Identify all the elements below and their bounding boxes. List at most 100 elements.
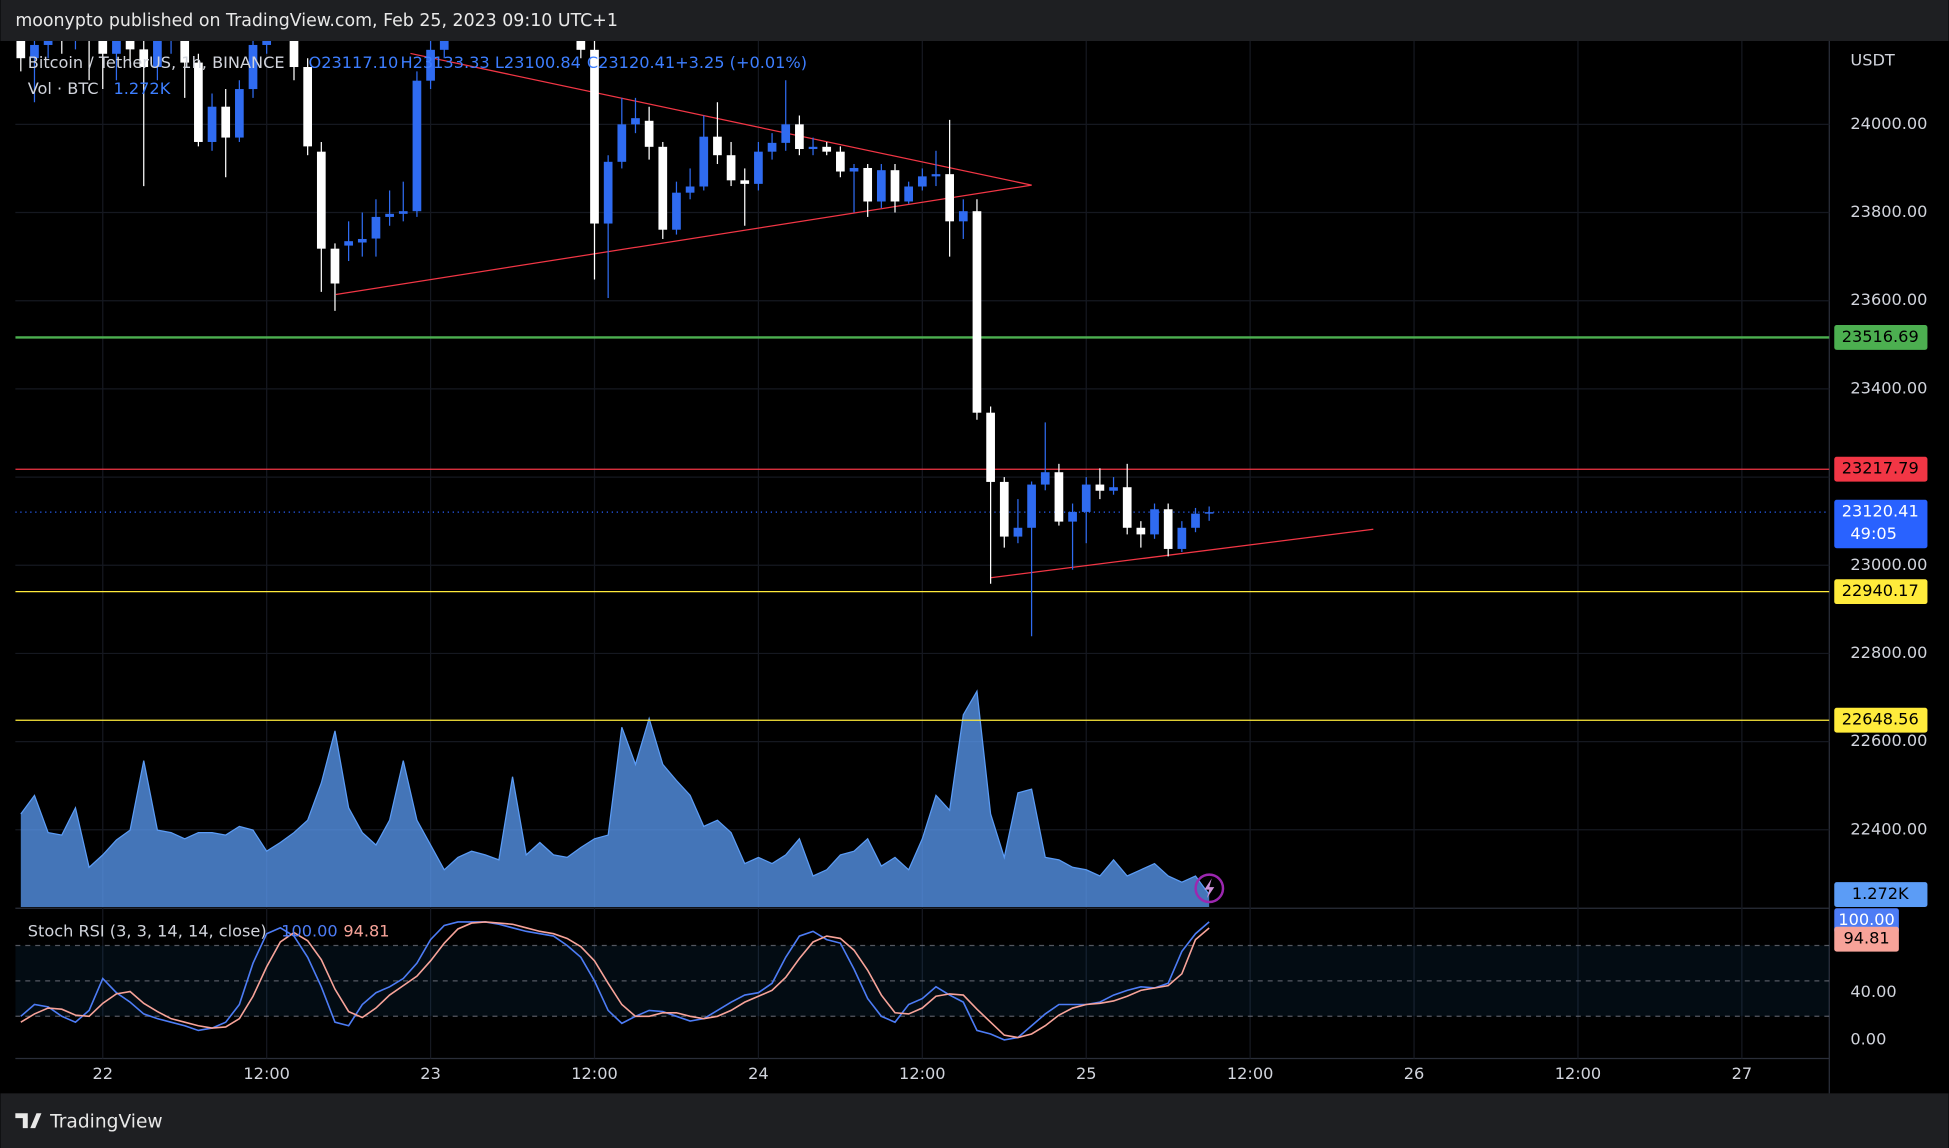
volume-tag	[1834, 882, 1928, 907]
volume-line	[20, 689, 1210, 895]
candle-body	[685, 186, 695, 193]
stoch-line	[20, 921, 1210, 1039]
candle-body	[303, 67, 313, 147]
y-tick-label: 24000.00	[1850, 114, 1927, 133]
candle-body	[808, 146, 818, 150]
candle-body	[699, 136, 709, 187]
candle-body	[849, 167, 859, 172]
candle-body	[986, 412, 995, 482]
trendlines	[335, 52, 1374, 579]
y-tick-label: 23800.00	[1850, 202, 1927, 221]
candle-body	[1027, 484, 1036, 528]
x-tick-label: 12:00	[571, 1064, 618, 1083]
trendline	[410, 52, 1032, 186]
level-tag	[1834, 325, 1928, 350]
candle-body	[631, 118, 640, 125]
candle-body	[754, 151, 763, 184]
ohlc-low: L23100.84	[495, 53, 581, 72]
candle-body	[876, 170, 886, 202]
candle-body	[439, 41, 449, 50]
candle-body	[590, 49, 599, 224]
logo	[15, 1113, 42, 1129]
volume-last: 1.272K	[114, 79, 171, 98]
candle-body	[371, 216, 381, 239]
stoch-d-last: 94.81	[343, 921, 389, 940]
ohlc-open: O23117.10	[309, 53, 399, 72]
y-tick-label: 22600.00	[1850, 731, 1927, 750]
x-tick-label: 27	[1732, 1064, 1753, 1083]
y-tick-label: 22400.00	[1850, 819, 1927, 838]
legend: Bitcoin / TetherUS, 1h, BINANCE O23117.1…	[28, 53, 807, 940]
stoch-tag-label: 100.00	[1838, 910, 1894, 929]
last-price-label: 23120.41	[1842, 502, 1919, 521]
candle-body	[713, 136, 722, 156]
symbol-title: Bitcoin / TetherUS, 1h, BINANCE	[28, 53, 285, 72]
candle-body	[180, 41, 190, 63]
candle-body	[398, 211, 408, 214]
stoch-name: Stoch RSI (3, 3, 14, 14, close)	[28, 921, 267, 940]
y-tick-label: 23600.00	[1850, 290, 1927, 309]
candle-body	[972, 211, 982, 413]
level-tag-label: 23516.69	[1842, 327, 1919, 346]
level-tag	[1834, 707, 1928, 733]
candle-body	[289, 41, 299, 68]
candle-body	[644, 120, 654, 147]
ohlc-high: H23133.33	[401, 53, 490, 72]
x-tick-label: 26	[1404, 1064, 1425, 1083]
candle-body	[822, 146, 832, 152]
x-tick-label: 12:00	[899, 1064, 946, 1083]
candle-body	[781, 124, 791, 143]
last-price-tag	[1834, 499, 1928, 549]
candle-body	[385, 213, 394, 217]
candle-body	[1054, 472, 1064, 522]
countdown: 49:05	[1850, 524, 1897, 543]
candle-body	[125, 41, 135, 50]
candle-body	[344, 241, 353, 246]
candle-body	[904, 186, 914, 202]
candle-body	[1177, 527, 1187, 549]
candle-body	[221, 106, 231, 138]
candle-body	[726, 155, 736, 181]
volume-pane	[20, 689, 1210, 907]
trendline	[335, 184, 1032, 296]
level-tag	[1834, 456, 1928, 482]
level-tag-label: 23217.79	[1842, 459, 1919, 478]
x-tick-label: 23	[420, 1064, 441, 1083]
flash-icon	[1194, 873, 1225, 904]
candle-body	[98, 41, 108, 54]
stoch-tick-label: 0.00	[1850, 1029, 1886, 1048]
candle-body	[740, 180, 750, 184]
candle-body	[945, 174, 954, 222]
x-tick-label: 22	[92, 1064, 113, 1083]
levels	[15, 336, 1830, 721]
bottom-bar	[0, 1093, 1949, 1148]
candle-body	[836, 151, 845, 172]
candle-body	[357, 238, 367, 243]
candle-body	[316, 151, 326, 249]
y-tick-label: 22800.00	[1850, 643, 1927, 662]
x-tick-label: 25	[1076, 1064, 1097, 1083]
candle-body	[958, 211, 968, 222]
stoch-tag-label: 94.81	[1843, 929, 1889, 948]
candle-body	[795, 124, 804, 150]
candle-body	[1013, 527, 1023, 537]
flash-circle	[1194, 873, 1225, 904]
candle-body	[235, 89, 244, 138]
level-tag-label: 22940.17	[1842, 581, 1919, 600]
candle-body	[576, 41, 586, 50]
publisher: moonypto published on TradingView.com, F…	[15, 11, 618, 31]
ohlc-close: C23120.41	[587, 53, 675, 72]
candle-body	[16, 41, 26, 59]
candle-body	[603, 161, 613, 224]
candle-body	[767, 142, 777, 152]
stoch-tick-label: 40.00	[1850, 982, 1896, 1001]
candle-body	[999, 481, 1009, 537]
candle-body	[863, 167, 873, 202]
candle-body	[672, 192, 681, 230]
candle-body	[30, 44, 39, 59]
stoch-line	[20, 921, 1210, 1041]
stoch-k-last: 100.00	[281, 921, 337, 940]
candle-body	[658, 146, 668, 230]
candle-body	[1163, 509, 1173, 549]
